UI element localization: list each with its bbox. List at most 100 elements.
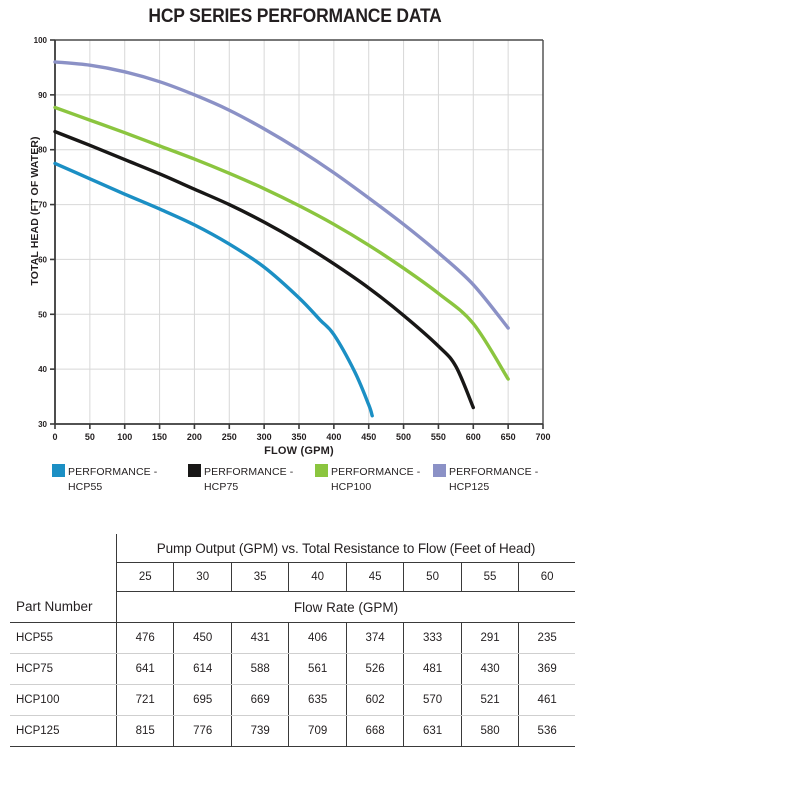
series-line — [53, 161, 374, 418]
cell-HCP55-50: 333 — [403, 622, 462, 654]
table-column-headers-row: 25 30 35 40 45 50 55 60 — [10, 562, 575, 592]
x-tick-label: 400 — [326, 432, 341, 442]
chart-tick-labels: 30 40 50 60 70 80 90 100 0 50 100 150 200 250 300 350 40… — [34, 36, 551, 442]
table-header-title: Pump Output (GPM) vs. Total Resistance t… — [116, 534, 575, 563]
legend-swatch-hcp100 — [315, 464, 328, 477]
cell-HCP55-60: 235 — [518, 622, 575, 654]
x-tick-label: 500 — [396, 432, 411, 442]
legend-swatch-hcp125 — [433, 464, 446, 477]
legend-label-hcp125-line2: HCP125 — [449, 481, 490, 493]
x-tick-label: 450 — [361, 432, 376, 442]
cell-HCP55-25: 476 — [115, 622, 174, 654]
x-tick-label: 600 — [466, 432, 481, 442]
cell-HCP125-30: 776 — [173, 715, 232, 747]
cell-HCP100-55: 521 — [460, 684, 519, 716]
cell-HCP125-50: 631 — [403, 715, 462, 747]
cell-HCP125-40: 709 — [288, 715, 347, 747]
y-tick-label: 40 — [38, 365, 47, 374]
y-tick-label: 70 — [38, 201, 47, 210]
x-axis-label: FLOW (GPM) — [264, 445, 334, 457]
y-tick-label: 80 — [38, 146, 47, 155]
cell-HCP55-35: 431 — [230, 622, 289, 654]
part-number-header: Part Number — [10, 591, 117, 623]
chart-gridlines — [55, 39, 544, 424]
table-subheader-row: Part Number Flow Rate (GPM) — [10, 591, 575, 623]
cell-HCP75-45: 526 — [345, 653, 404, 685]
y-tick-label: 30 — [38, 420, 47, 429]
row-part-HCP55: HCP55 — [10, 622, 117, 654]
performance-data-table: Pump Output (GPM) vs. Total Resistance t… — [10, 534, 575, 747]
y-tick-label: 60 — [38, 255, 47, 264]
chart-series-group — [53, 60, 510, 418]
column-header-30: 30 — [173, 562, 232, 592]
column-header-55: 55 — [460, 562, 519, 592]
legend-item-hcp125: PERFORMANCE - HCP125 — [433, 462, 561, 494]
x-tick-label: 550 — [431, 432, 446, 442]
legend-swatch-hcp55 — [52, 464, 65, 477]
x-tick-label: 700 — [535, 432, 550, 442]
series-line — [53, 60, 510, 330]
cell-HCP75-55: 430 — [460, 653, 519, 685]
column-header-40: 40 — [288, 562, 347, 592]
x-tick-label: 650 — [501, 432, 516, 442]
cell-HCP125-25: 815 — [115, 715, 174, 747]
table-row: HCP55 476 450 431 406 374 333 291 235 — [10, 622, 575, 654]
cell-HCP55-45: 374 — [345, 622, 404, 654]
x-tick-label: 50 — [85, 432, 95, 442]
x-tick-label: 0 — [52, 432, 57, 442]
cell-HCP55-40: 406 — [288, 622, 347, 654]
cell-HCP100-60: 461 — [518, 684, 575, 716]
cell-HCP100-45: 602 — [345, 684, 404, 716]
legend-item-hcp55: PERFORMANCE - HCP55 — [52, 462, 180, 494]
page-title: HCP SERIES PERFORMANCE DATA — [148, 6, 442, 27]
flow-rate-header: Flow Rate (GPM) — [116, 591, 575, 623]
cell-HCP75-50: 481 — [403, 653, 462, 685]
cell-HCP100-25: 721 — [115, 684, 174, 716]
x-tick-label: 100 — [117, 432, 132, 442]
legend-label-hcp100-line1: PERFORMANCE - — [331, 466, 421, 478]
cell-HCP75-30: 614 — [173, 653, 232, 685]
legend-label-hcp75-line2: HCP75 — [204, 481, 239, 493]
table-corner-blank — [10, 534, 117, 563]
y-tick-label: 90 — [38, 91, 47, 100]
table-corner-blank-2 — [10, 563, 117, 592]
legend-swatch-hcp75 — [188, 464, 201, 477]
chart-plot-area: TOTAL HEAD (FT OF WATER) FLOW (GPM) 30 40… — [0, 30, 600, 457]
performance-chart-card: HCP SERIES PERFORMANCE DATA TOTAL HEAD (… — [0, 6, 600, 504]
chart-frame — [55, 39, 544, 424]
y-tick-label: 50 — [38, 310, 47, 319]
cell-HCP55-30: 450 — [173, 622, 232, 654]
x-tick-label: 200 — [187, 432, 202, 442]
legend-label-hcp75-line1: PERFORMANCE - — [204, 466, 294, 478]
row-part-HCP100: HCP100 — [10, 684, 117, 716]
row-part-HCP125: HCP125 — [10, 715, 117, 747]
series-line — [53, 129, 475, 410]
cell-HCP75-25: 641 — [115, 653, 174, 685]
column-header-35: 35 — [230, 562, 289, 592]
column-header-60: 60 — [518, 562, 575, 592]
cell-HCP125-45: 668 — [345, 715, 404, 747]
cell-HCP125-55: 580 — [460, 715, 519, 747]
cell-HCP55-55: 291 — [460, 622, 519, 654]
cell-HCP100-50: 570 — [403, 684, 462, 716]
legend-label-hcp100-line2: HCP100 — [331, 481, 372, 493]
column-header-45: 45 — [345, 562, 404, 592]
cell-HCP75-60: 369 — [518, 653, 575, 685]
y-tick-label: 100 — [34, 36, 48, 45]
column-header-50: 50 — [403, 562, 462, 592]
cell-HCP125-60: 536 — [518, 715, 575, 747]
x-tick-label: 350 — [291, 432, 306, 442]
cell-HCP125-35: 739 — [230, 715, 289, 747]
x-tick-label: 250 — [222, 432, 237, 442]
series-line — [53, 105, 510, 381]
cell-HCP75-35: 588 — [230, 653, 289, 685]
cell-HCP100-35: 669 — [230, 684, 289, 716]
table-row: HCP75 641 614 588 561 526 481 430 369 — [10, 653, 575, 685]
legend-item-hcp100: PERFORMANCE - HCP100 — [315, 462, 443, 494]
chart-legend: PERFORMANCE - HCP55 PERFORMANCE - HCP75 … — [52, 462, 597, 504]
table-row: HCP100 721 695 669 635 602 570 521 461 — [10, 684, 575, 716]
cell-HCP100-40: 635 — [288, 684, 347, 716]
cell-HCP75-40: 561 — [288, 653, 347, 685]
legend-label-hcp125-line1: PERFORMANCE - — [449, 466, 539, 478]
x-tick-label: 150 — [152, 432, 167, 442]
